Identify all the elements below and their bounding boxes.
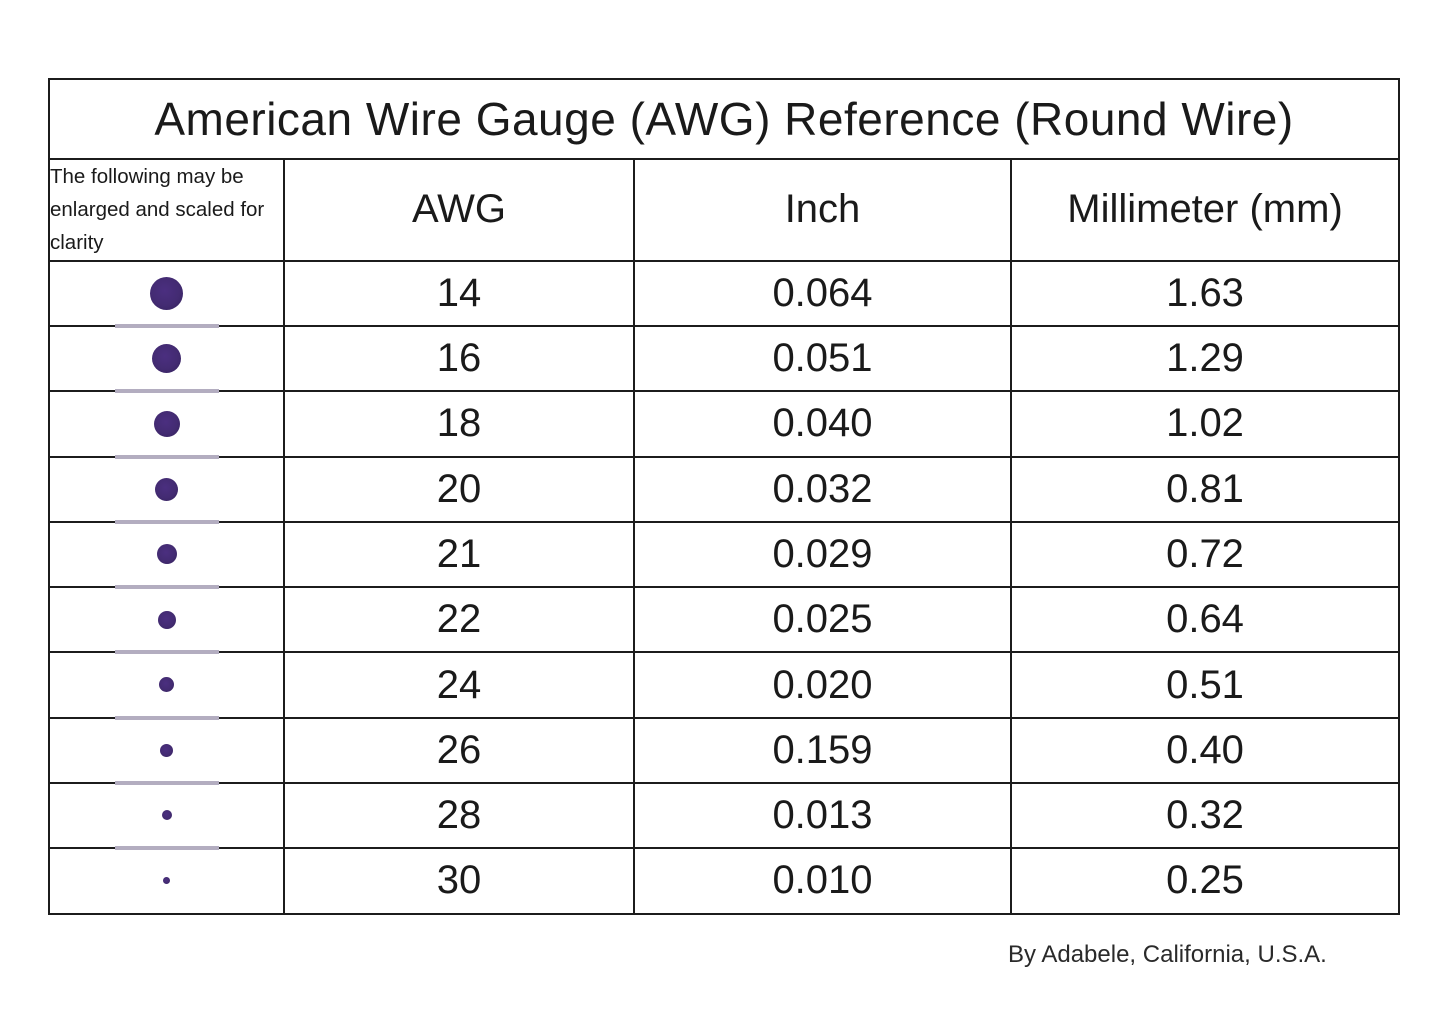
mm-value: 1.02: [1009, 390, 1401, 458]
awg-value: 14: [283, 259, 635, 327]
wire-dot-icon: [159, 677, 174, 693]
inch-value: 0.020: [633, 651, 1012, 719]
dot-cell: [48, 520, 285, 590]
wire-dot-icon: [150, 276, 183, 310]
awg-value: 28: [283, 781, 635, 850]
inch-value: 0.029: [633, 520, 1012, 589]
border-artifact: [114, 650, 219, 655]
mm-value: 0.64: [1009, 586, 1401, 654]
dot-cell: [48, 259, 285, 328]
title-row: American Wire Gauge (AWG) Reference (Rou…: [47, 78, 1401, 160]
table-row: 30 0.010 0.25: [48, 847, 1401, 915]
dot-cell: [48, 390, 285, 459]
mm-value: 0.40: [1009, 716, 1401, 784]
dot-cell: [48, 716, 285, 785]
footer-credit: By Adabele, California, U.S.A.: [1008, 941, 1327, 968]
awg-value: 30: [283, 847, 635, 915]
column-header-mm: Millimeter (mm): [1009, 158, 1401, 262]
inch-value: 0.051: [633, 324, 1012, 393]
awg-value: 24: [283, 651, 635, 719]
inch-value: 0.064: [633, 259, 1012, 327]
inch-value: 0.010: [633, 847, 1012, 915]
inch-value: 0.040: [633, 390, 1012, 458]
dot-cell: [48, 651, 285, 720]
border-artifact: [114, 585, 219, 590]
awg-value: 22: [283, 586, 635, 654]
table-row: 18 0.040 1.02: [48, 390, 1401, 459]
header-row: The following may be enlarged and scaled…: [48, 158, 1401, 262]
wire-dot-icon: [161, 810, 172, 821]
column-header-inch: Inch: [633, 158, 1012, 262]
wire-dot-icon: [153, 410, 180, 437]
inch-value: 0.025: [633, 586, 1012, 654]
table-title: American Wire Gauge (AWG) Reference (Rou…: [47, 78, 1401, 160]
table-row: 14 0.064 1.63: [48, 259, 1401, 328]
awg-value: 26: [283, 716, 635, 784]
border-artifact: [114, 846, 219, 851]
dot-cell: [48, 781, 285, 851]
awg-reference-table: American Wire Gauge (AWG) Reference (Rou…: [47, 78, 1401, 915]
table-row: 26 0.159 0.40: [48, 716, 1401, 785]
mm-value: 0.25: [1009, 847, 1401, 915]
inch-value: 0.013: [633, 781, 1012, 850]
awg-value: 20: [283, 455, 635, 523]
border-artifact: [114, 454, 219, 459]
clarity-note: The following may be enlarged and scaled…: [48, 158, 285, 262]
mm-value: 1.63: [1009, 259, 1401, 327]
awg-value: 18: [283, 390, 635, 458]
mm-value: 0.32: [1009, 781, 1401, 850]
mm-value: 0.72: [1009, 520, 1401, 589]
table-row: 22 0.025 0.64: [48, 586, 1401, 655]
border-artifact: [114, 323, 219, 328]
table-row: 21 0.029 0.72: [48, 520, 1401, 590]
table-row: 28 0.013 0.32: [48, 781, 1401, 851]
wire-dot-icon: [163, 877, 170, 885]
wire-dot-icon: [155, 477, 178, 501]
table-row: 16 0.051 1.29: [48, 324, 1401, 394]
table-row: 24 0.020 0.51: [48, 651, 1401, 720]
dot-cell: [48, 455, 285, 524]
mm-value: 0.81: [1009, 455, 1401, 523]
mm-value: 1.29: [1009, 324, 1401, 393]
mm-value: 0.51: [1009, 651, 1401, 719]
border-artifact: [114, 389, 219, 394]
wire-dot-icon: [152, 344, 181, 374]
awg-value: 16: [283, 324, 635, 393]
inch-value: 0.032: [633, 455, 1012, 523]
dot-cell: [48, 586, 285, 655]
border-artifact: [114, 780, 219, 785]
wire-dot-icon: [157, 610, 176, 629]
dot-cell: [48, 324, 285, 394]
wire-dot-icon: [160, 743, 173, 757]
wire-dot-icon: [156, 544, 177, 565]
border-artifact: [114, 715, 219, 720]
border-artifact: [114, 519, 219, 524]
inch-value: 0.159: [633, 716, 1012, 784]
dot-cell: [48, 847, 285, 915]
table-row: 20 0.032 0.81: [48, 455, 1401, 524]
column-header-awg: AWG: [283, 158, 635, 262]
awg-value: 21: [283, 520, 635, 589]
